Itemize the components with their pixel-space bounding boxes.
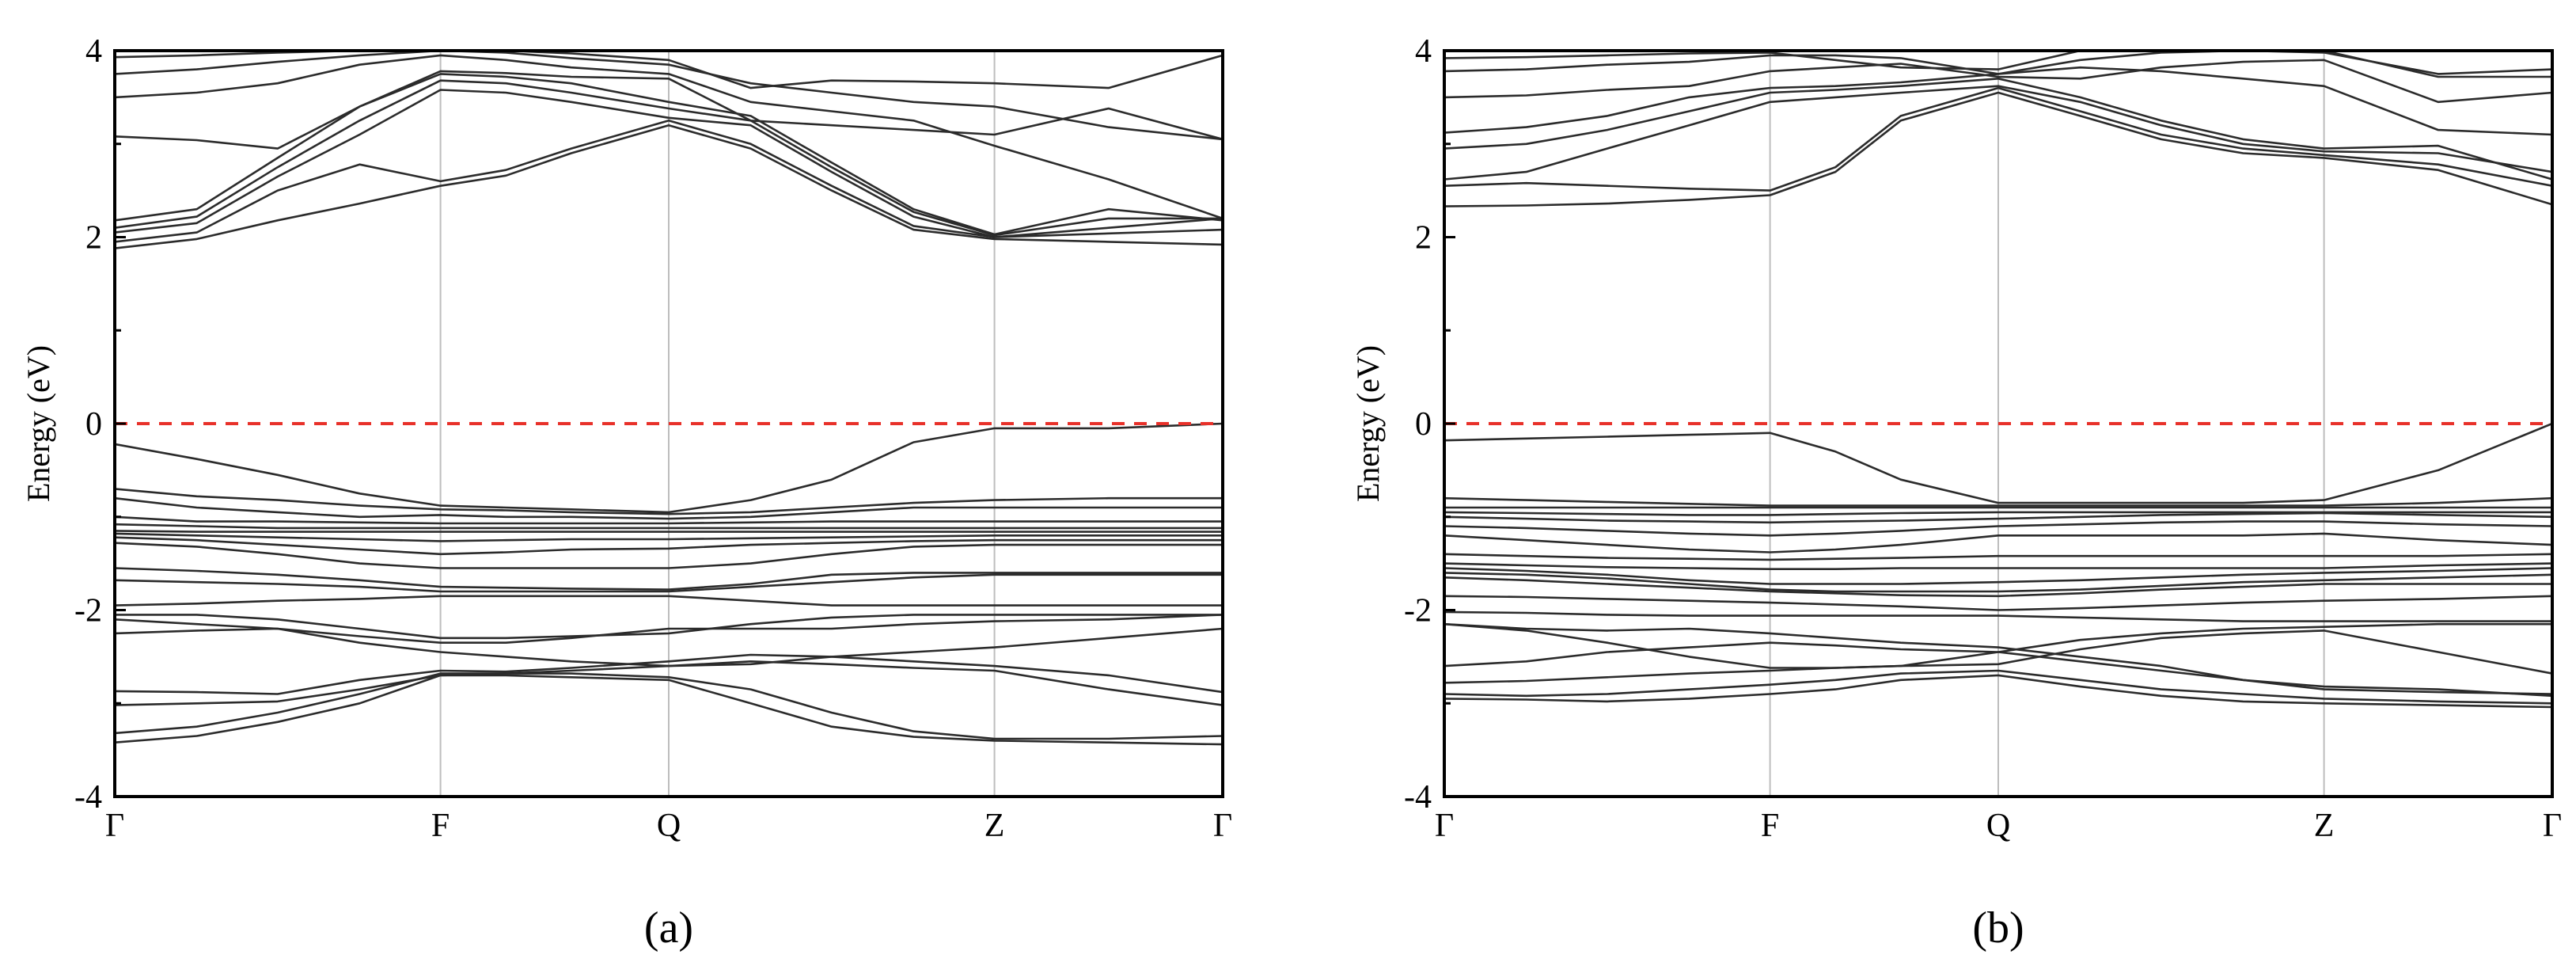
y-tick-label: -2	[1404, 593, 1432, 629]
band-v1	[1444, 422, 2552, 504]
panel-b: -4 -2 0 2 4 Γ F Q Z Γ Energy (eV) (b)	[1350, 33, 2562, 953]
band-v5	[1444, 512, 2552, 524]
band-v2	[1444, 496, 2552, 507]
x-tick-label: Γ	[1435, 808, 1454, 844]
x-tick-label: Γ	[105, 808, 124, 844]
y-tick-label: -2	[74, 593, 102, 629]
band-c8	[1444, 51, 2552, 78]
band-v9	[1444, 562, 2552, 570]
y-tick-label: -4	[74, 779, 102, 816]
band-v7	[1444, 532, 2552, 553]
y-tick-label: -4	[1404, 779, 1432, 816]
band-v5	[115, 523, 1223, 530]
y-tick-label: 0	[85, 406, 102, 443]
band-v18	[1444, 629, 2552, 684]
band-v15	[1444, 622, 2552, 669]
band-v9	[115, 542, 1223, 569]
panel-a: -4 -2 0 2 4 Γ F Q Z Γ Energy (eV) (a)	[21, 33, 1232, 953]
band-c1	[1444, 91, 2552, 207]
band-v13	[115, 614, 1223, 640]
bands	[1444, 51, 2552, 709]
band-v1	[115, 422, 1223, 514]
band-v2	[115, 488, 1223, 515]
band-v19	[1444, 669, 2552, 705]
y-tick-label: 4	[1415, 33, 1432, 70]
band-c3	[1444, 85, 2552, 181]
band-v6	[1444, 520, 2552, 537]
x-tick-label: Γ	[1213, 808, 1232, 844]
band-c2	[115, 120, 1223, 243]
band-c5	[1444, 66, 2552, 136]
band-v17	[115, 660, 1223, 706]
band-v11	[1444, 572, 2552, 593]
band-v8	[115, 536, 1223, 556]
panel-label: (b)	[1972, 903, 2024, 953]
panel-label: (a)	[644, 903, 693, 953]
band-v12	[115, 595, 1223, 607]
band-v18	[115, 672, 1223, 740]
band-c4	[115, 79, 1223, 237]
band-c1	[115, 124, 1223, 249]
y-tick-label: 4	[85, 33, 102, 70]
y-tick-label: 2	[1415, 220, 1432, 257]
x-tick-label: Q	[1986, 808, 2010, 844]
x-tick-label: Z	[984, 808, 1005, 844]
x-tick-label: Q	[657, 808, 681, 844]
band-v12	[1444, 576, 2552, 598]
band-v14	[1444, 610, 2552, 622]
band-c3	[115, 89, 1223, 238]
y-axis-label: Energy (eV)	[1350, 345, 1386, 502]
y-tick-label: 2	[85, 220, 102, 257]
band-v17	[1444, 641, 2552, 698]
band-v16	[115, 653, 1223, 695]
band-c8	[115, 51, 1223, 141]
band-v13	[1444, 595, 2552, 611]
band-v10	[1444, 567, 2552, 585]
band-v10	[115, 567, 1223, 591]
band-c6	[115, 70, 1223, 150]
y-tick-label: 0	[1415, 406, 1432, 443]
band-v3	[115, 496, 1223, 520]
band-c4	[1444, 78, 2552, 181]
band-c7	[115, 54, 1223, 220]
x-tick-label: Γ	[2543, 808, 2562, 844]
band-v16	[1444, 622, 2552, 695]
band-v14	[115, 614, 1223, 644]
band-c6	[1444, 59, 2552, 104]
x-tick-label: Z	[2314, 808, 2335, 844]
band-v20	[1444, 674, 2552, 709]
band-c5	[115, 73, 1223, 236]
band-v7	[115, 532, 1223, 542]
band-v19	[115, 674, 1223, 746]
x-tick-label: F	[1761, 808, 1779, 844]
band-c2	[1444, 86, 2552, 192]
band-v4	[115, 515, 1223, 525]
x-tick-label: F	[431, 808, 450, 844]
y-axis-label: Energy (eV)	[21, 345, 56, 502]
band-v11	[115, 573, 1223, 593]
band-v8	[1444, 553, 2552, 561]
